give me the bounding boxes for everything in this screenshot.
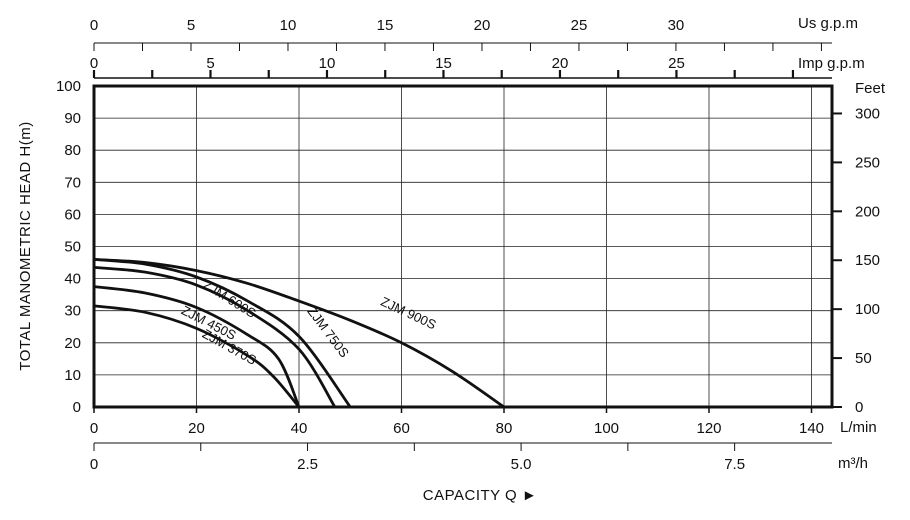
imp-gpm-tick-label: 5 [206,55,214,72]
curve-zjm-450s [92,285,301,409]
feet-tick-label: 0 [855,399,863,416]
feet-tick-label: 100 [855,301,880,318]
m3h-tick-label: 0 [90,456,98,473]
us-gpm-tick-label: 15 [377,17,394,34]
y-tick-label: 10 [64,367,81,384]
y-tick-label: 70 [64,174,81,191]
imp-gpm-tick-label: 15 [435,55,452,72]
imp-gpm-tick-label: 25 [668,55,685,72]
x-tick-label: 120 [696,420,721,437]
plot-frame [92,84,834,409]
x-tick-label: 100 [594,420,619,437]
imp-gpm-tick-label: 0 [90,55,98,72]
m3h-tick-label: 5.0 [511,456,532,473]
y-tick-label: 20 [64,335,81,352]
feet-tick-label: 300 [855,105,880,122]
lpm-unit-label: L/min [840,419,877,436]
y-tick-label: 90 [64,110,81,127]
x-axis-title: CAPACITY Q ► [423,487,537,504]
us-gpm-tick-label: 30 [668,17,685,34]
curve-zjm-600s [92,265,337,409]
y-tick-label: 80 [64,142,81,159]
feet-unit-label: Feet [855,80,886,97]
us-gpm-tick-label: 0 [90,17,98,34]
y-tick-label: 40 [64,271,81,288]
y-tick-label: 0 [73,399,81,416]
feet-tick-label: 250 [855,154,880,171]
imp-gpm-tick-label: 10 [319,55,336,72]
x-tick-label: 20 [188,420,205,437]
x-tick-label: 60 [393,420,410,437]
m3h-tick-label: 7.5 [724,456,745,473]
label-zjm-900s: ZJM 900S [379,294,439,333]
y-tick-label: 60 [64,206,81,223]
m3h-unit-label: m³/h [838,455,868,472]
us-gpm-tick-label: 25 [571,17,588,34]
y-tick-label: 50 [64,239,81,256]
us-gpm-tick-label: 5 [187,17,195,34]
x-tick-label: 40 [291,420,308,437]
grid-lines [94,86,832,407]
y-tick-label: 100 [56,78,81,95]
curve-zjm-750s [92,257,352,409]
imp-gpm-unit-label: Imp g.p.m [798,55,865,72]
us-gpm-tick-label: 10 [280,17,297,34]
feet-tick-label: 150 [855,252,880,269]
x-tick-label: 80 [496,420,513,437]
m3h-tick-label: 2.5 [297,456,318,473]
x-tick-label: 0 [90,420,98,437]
y-axis-title: TOTAL MANOMETRIC HEAD H(m) [17,121,34,370]
curve-zjm-900s [92,257,506,409]
y-tick-label: 30 [64,303,81,320]
feet-tick-label: 50 [855,350,872,367]
us-gpm-tick-label: 20 [474,17,491,34]
us-gpm-unit-label: Us g.p.m [798,15,858,32]
feet-tick-label: 200 [855,203,880,220]
performance-curves [92,257,506,409]
x-tick-label: 140 [799,420,824,437]
curve-zjm-370s [92,304,301,409]
imp-gpm-tick-label: 20 [552,55,569,72]
